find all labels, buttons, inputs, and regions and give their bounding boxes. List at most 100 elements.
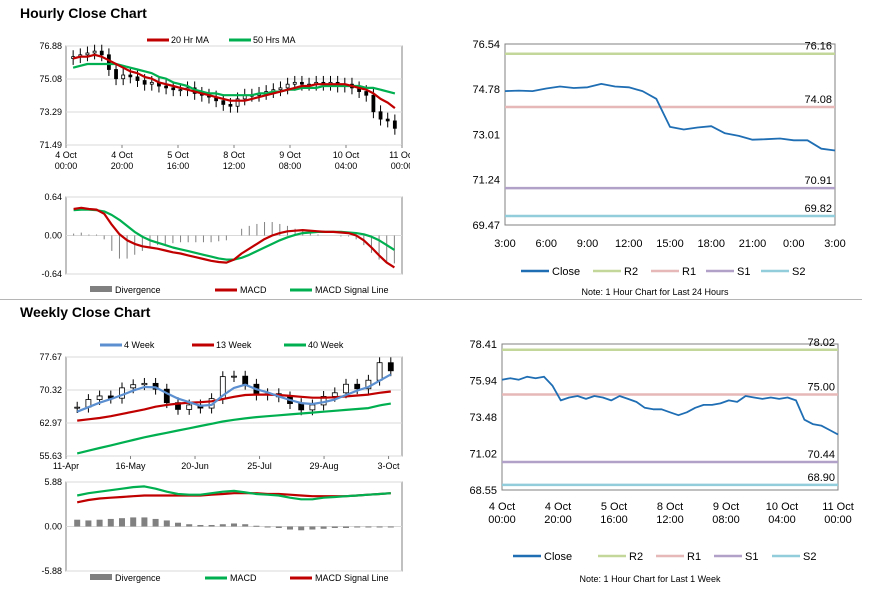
candle [96, 395, 103, 400]
y-tick-label: 73.29 [39, 107, 62, 117]
divergence-bar [107, 518, 114, 527]
x-tick-label: 4 Oct 00:00 [488, 501, 516, 526]
y-tick-label: 5.88 [44, 477, 62, 487]
divergence-bar [96, 519, 103, 527]
candle [85, 52, 90, 56]
divergence-bar [320, 526, 327, 529]
y-tick-label: 69.47 [472, 220, 500, 232]
weekly-macd-chart: 5.88 0.00 -5.88 Divergence MACD MACD Signal L… [41, 477, 403, 583]
x-tick-label: 10 Oct 04:00 [333, 150, 360, 171]
legend-label: 4 Week [124, 340, 155, 350]
candle [171, 87, 176, 91]
macd-signal-line [76, 492, 391, 504]
candle [142, 80, 147, 85]
legend-label: MACD Signal Line [315, 285, 389, 295]
candle [92, 50, 97, 54]
x-tick-label: 21:00 [739, 238, 767, 250]
divergence-bar [208, 524, 215, 527]
x-tick-label: 3-Oct [378, 461, 401, 471]
y-tick-label: 68.55 [469, 485, 497, 497]
x-tick-label: 25-Jul [247, 461, 272, 471]
legend-swatch [90, 574, 112, 580]
candle [285, 83, 290, 89]
hourly-macd-chart: 0.64 0.00 -0.64 Divergence MACD MACD Signal L… [41, 192, 403, 295]
hourly-section-title: Hourly Close Chart [20, 5, 147, 21]
candle [385, 118, 390, 122]
legend-label: R2 [624, 266, 638, 278]
divergence-bar [387, 526, 394, 528]
legend-label: MACD [230, 573, 257, 583]
y-tick-label: 0.64 [44, 192, 62, 202]
x-tick-label: 5 Oct 16:00 [600, 501, 628, 526]
divergence-bar [231, 523, 237, 527]
candle [121, 74, 126, 80]
level-value-label: 74.08 [804, 94, 832, 106]
y-tick-label: 0.00 [44, 231, 62, 241]
candle [164, 85, 168, 89]
legend-label: 20 Hr MA [171, 35, 209, 45]
candle [343, 383, 349, 394]
x-tick-label: 12:00 [615, 238, 643, 250]
legend-swatch [90, 286, 112, 292]
macd-line [73, 206, 395, 269]
level-value-label: 69.82 [804, 203, 832, 215]
candle [292, 81, 297, 85]
divergence-bar [331, 526, 338, 529]
y-tick-label: 77.67 [39, 352, 62, 362]
candle [298, 403, 305, 411]
candle [235, 98, 240, 107]
legend-label: S2 [803, 551, 816, 563]
y-tick-label: 76.54 [472, 39, 500, 51]
macd-line [76, 485, 391, 501]
candle [163, 388, 170, 404]
x-tick-label: 9 Oct 08:00 [712, 501, 740, 526]
divergence-bar [119, 518, 125, 527]
ma-4-week-line [76, 373, 392, 413]
section-divider [0, 299, 862, 300]
divergence-bar [219, 524, 226, 527]
divergence-bar [141, 517, 148, 527]
legend-label: MACD [240, 285, 267, 295]
x-tick-label: 4 Oct 20:00 [544, 501, 572, 526]
divergence-bar [175, 522, 181, 527]
macd-signal-line [73, 208, 395, 261]
divergence-bar [275, 526, 282, 529]
legend-label: S2 [792, 266, 805, 278]
candle [74, 406, 81, 409]
legend-label: R2 [629, 551, 643, 563]
candle [99, 50, 104, 56]
candle [106, 54, 111, 70]
divergence-bar [186, 524, 193, 527]
candle [178, 89, 183, 92]
candle [141, 382, 148, 386]
y-tick-label: 78.41 [469, 339, 497, 351]
x-tick-label: 11-Apr [53, 461, 79, 471]
candle [128, 74, 133, 78]
x-tick-label: 3:00 [824, 238, 845, 250]
x-tick-label: 15:00 [656, 238, 684, 250]
candle [309, 404, 316, 411]
candle [364, 91, 369, 96]
candle [221, 100, 226, 105]
candle [130, 384, 137, 389]
close-series-line [501, 375, 839, 436]
level-value-label: 68.90 [807, 472, 835, 484]
y-tick-label: 75.94 [469, 376, 497, 388]
divergence-bar [130, 517, 137, 527]
x-tick-label: 9 Oct 08:00 [279, 150, 302, 171]
weekly-line-chart: 78.41 75.94 73.48 71.02 68.55 78.02 75.00 70.44… [469, 337, 853, 584]
candle [149, 81, 154, 85]
legend-label: Divergence [115, 285, 161, 295]
divergence-bar [376, 526, 383, 528]
x-tick-label: 8 Oct 12:00 [656, 501, 684, 526]
level-value-label: 75.00 [807, 381, 835, 393]
candle [300, 81, 304, 85]
x-tick-label: 18:00 [697, 238, 725, 250]
y-tick-label: 71.02 [469, 448, 497, 460]
legend-label: MACD Signal Line [315, 573, 389, 583]
x-tick-label: 3:00 [494, 238, 515, 250]
candle [231, 375, 237, 378]
level-value-label: 70.91 [804, 175, 832, 187]
y-tick-label: 71.24 [472, 175, 500, 187]
